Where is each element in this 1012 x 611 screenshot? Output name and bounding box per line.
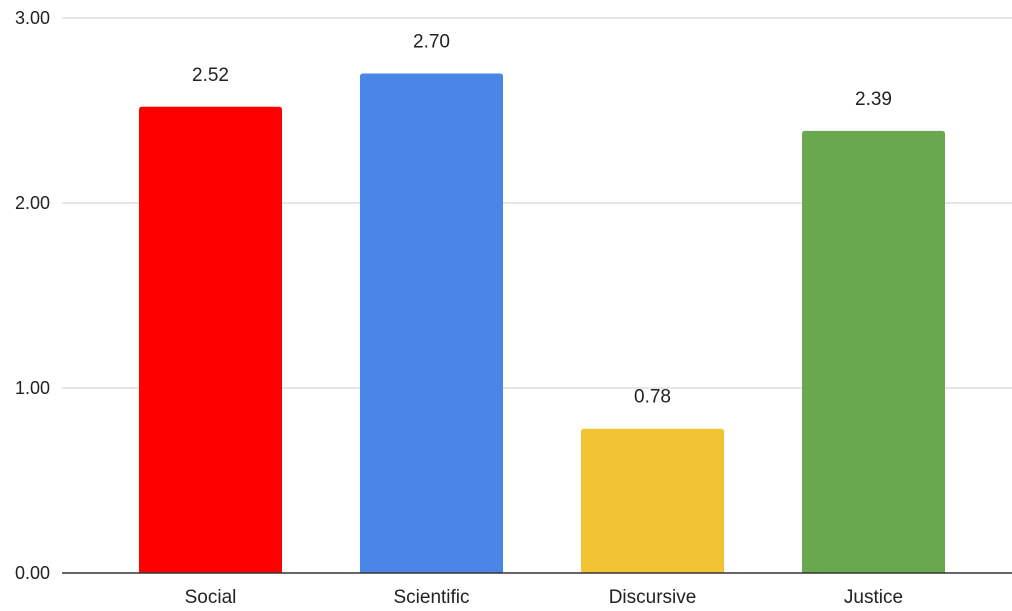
bar-scientific [360, 74, 503, 574]
data-label: 2.52 [192, 65, 229, 86]
y-tick-label: 1.00 [15, 378, 50, 398]
bar-discursive [581, 429, 724, 573]
data-label: 2.39 [855, 89, 892, 110]
y-tick-label: 2.00 [15, 193, 50, 213]
x-axis-tick-labels: Social Scientific Discursive Justice [185, 587, 903, 606]
x-tick-label: Scientific [393, 587, 469, 606]
y-tick-label: 0.00 [15, 563, 50, 583]
bars [139, 74, 945, 574]
bar-social [139, 107, 282, 573]
x-tick-label: Discursive [609, 587, 697, 606]
x-tick-label: Social [185, 587, 237, 606]
x-tick-label: Justice [844, 587, 903, 606]
bar-justice [802, 131, 945, 573]
y-tick-label: 3.00 [15, 8, 50, 28]
data-label: 2.70 [413, 32, 450, 53]
data-label: 0.78 [634, 387, 671, 408]
y-axis-tick-labels: 0.00 1.00 2.00 3.00 [15, 8, 50, 583]
data-labels: 2.52 2.70 0.78 2.39 [192, 32, 892, 408]
